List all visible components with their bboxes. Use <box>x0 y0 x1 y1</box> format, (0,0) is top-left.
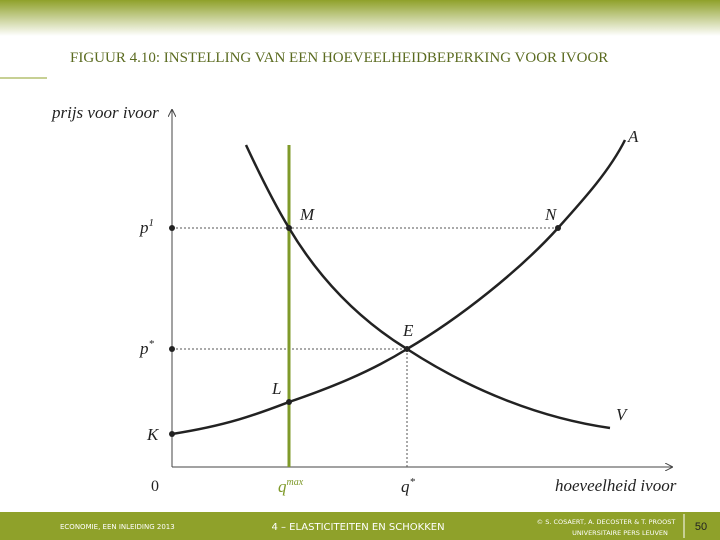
base: p <box>139 339 149 358</box>
base: q <box>278 477 287 496</box>
dot <box>286 225 292 231</box>
curve-label: V <box>616 405 629 424</box>
top-band <box>0 0 720 36</box>
qstar-label: q* <box>401 476 416 496</box>
point-label: M <box>299 205 315 224</box>
origin: 0 <box>151 478 159 495</box>
point-label: E <box>402 321 414 340</box>
pstar-label: p* <box>139 338 155 358</box>
qmax-label: qmax <box>278 477 304 496</box>
base: p <box>139 218 149 237</box>
point-label: N <box>544 205 558 224</box>
sup: * <box>410 476 416 488</box>
point-label: K <box>146 425 160 444</box>
footer-right: UNIVERSITAIRE PERS LEUVEN <box>572 529 668 537</box>
demand-curve <box>244 144 611 430</box>
title: FIGUUR 4.10: INSTELLING VAN EEN HOEVEELH… <box>70 50 608 66</box>
dot <box>169 346 175 352</box>
point-label: L <box>271 379 281 398</box>
base: q <box>401 477 410 496</box>
y-axis-label: prijs voor ivoor <box>51 103 159 122</box>
footer-left: ECONOMIE, EEN INLEIDING 2013 <box>60 523 175 531</box>
x-axis-label: hoeveelheid ivoor <box>555 476 677 495</box>
sup: 1 <box>149 217 155 229</box>
dot <box>169 225 175 231</box>
dots <box>169 225 561 437</box>
footer-right: © S. COSAERT, A. DECOSTER & T. PROOST <box>537 518 676 526</box>
dot <box>286 399 292 405</box>
sup: * <box>149 338 155 350</box>
page-number: 50 <box>695 521 707 533</box>
footer-band <box>0 512 720 540</box>
footer-center: 4 – ELASTICITEITEN EN SCHOKKEN <box>271 522 444 533</box>
sup: max <box>287 477 304 488</box>
dot <box>555 225 561 231</box>
guides <box>172 227 558 467</box>
dot <box>404 346 410 352</box>
curve-label: A <box>627 127 639 146</box>
supply-curve <box>171 139 627 436</box>
dot <box>169 431 175 437</box>
p1-label: p1 <box>139 217 154 237</box>
